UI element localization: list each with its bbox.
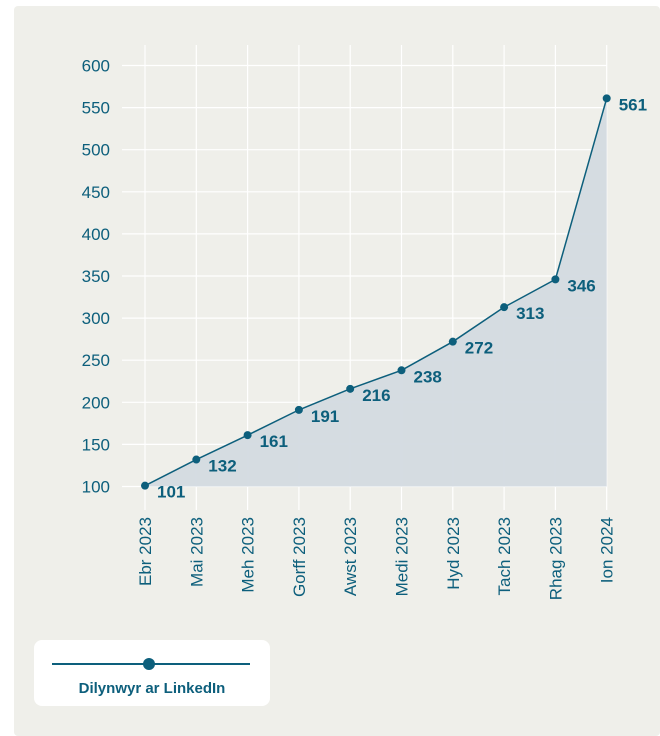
- x-axis-tick-labels: Ebr 2023 Mai 2023 Meh 2023 Gorff 2023 Awst 2…: [136, 517, 617, 600]
- data-point: [602, 94, 611, 103]
- y-tick-label: 550: [82, 99, 110, 118]
- y-tick-label: 600: [82, 57, 110, 76]
- y-tick-label: 400: [82, 225, 110, 244]
- y-tick-label: 500: [82, 141, 110, 160]
- data-point: [448, 337, 457, 346]
- data-label: 132: [208, 457, 236, 476]
- x-tick-label: Hyd 2023: [444, 517, 463, 590]
- y-tick-label: 350: [82, 267, 110, 286]
- x-tick-label: Medi 2023: [393, 517, 412, 596]
- x-tick-label: Awst 2023: [341, 517, 360, 596]
- data-label: 346: [567, 276, 595, 295]
- x-tick-label: Rhag 2023: [546, 517, 565, 600]
- data-labels: 101 132 161 191 216 238 272 313 346 561: [157, 95, 647, 501]
- data-label: 216: [362, 386, 390, 405]
- legend-label: Dilynwyr ar LinkedIn: [78, 680, 226, 697]
- data-point: [551, 275, 560, 284]
- data-point: [294, 405, 303, 414]
- data-point: [500, 303, 509, 312]
- data-label: 191: [311, 407, 339, 426]
- area-fill: [145, 98, 607, 487]
- y-tick-label: 250: [82, 351, 110, 370]
- data-point: [141, 481, 149, 490]
- data-label: 313: [516, 304, 544, 323]
- legend-marker: [143, 658, 155, 670]
- x-tick-label: Meh 2023: [239, 517, 258, 593]
- data-points: [141, 94, 611, 490]
- data-point: [346, 384, 355, 393]
- y-axis-tick-labels: 100 150 200 250 300 350 400 450 500 550 600: [82, 57, 110, 497]
- y-tick-label: 100: [82, 478, 110, 497]
- y-tick-label: 450: [82, 183, 110, 202]
- y-tick-label: 200: [82, 393, 110, 412]
- series-line: [144, 98, 608, 487]
- x-tick-label: Mai 2023: [187, 517, 206, 587]
- data-label: 161: [260, 432, 288, 451]
- data-point: [397, 366, 406, 375]
- y-tick-label: 300: [82, 309, 110, 328]
- legend: Dilynwyr ar LinkedIn: [34, 640, 270, 706]
- x-tick-label: Gorff 2023: [290, 517, 309, 597]
- data-label: 561: [619, 95, 647, 114]
- data-label: 101: [157, 483, 185, 502]
- x-tick-label: Ion 2024: [598, 517, 617, 583]
- data-label: 272: [465, 339, 493, 358]
- data-point: [243, 431, 252, 440]
- x-tick-label: Ebr 2023: [136, 517, 155, 586]
- x-tick-label: Tach 2023: [495, 517, 514, 595]
- data-label: 238: [414, 367, 442, 386]
- y-tick-label: 150: [82, 435, 110, 454]
- data-point: [192, 455, 201, 464]
